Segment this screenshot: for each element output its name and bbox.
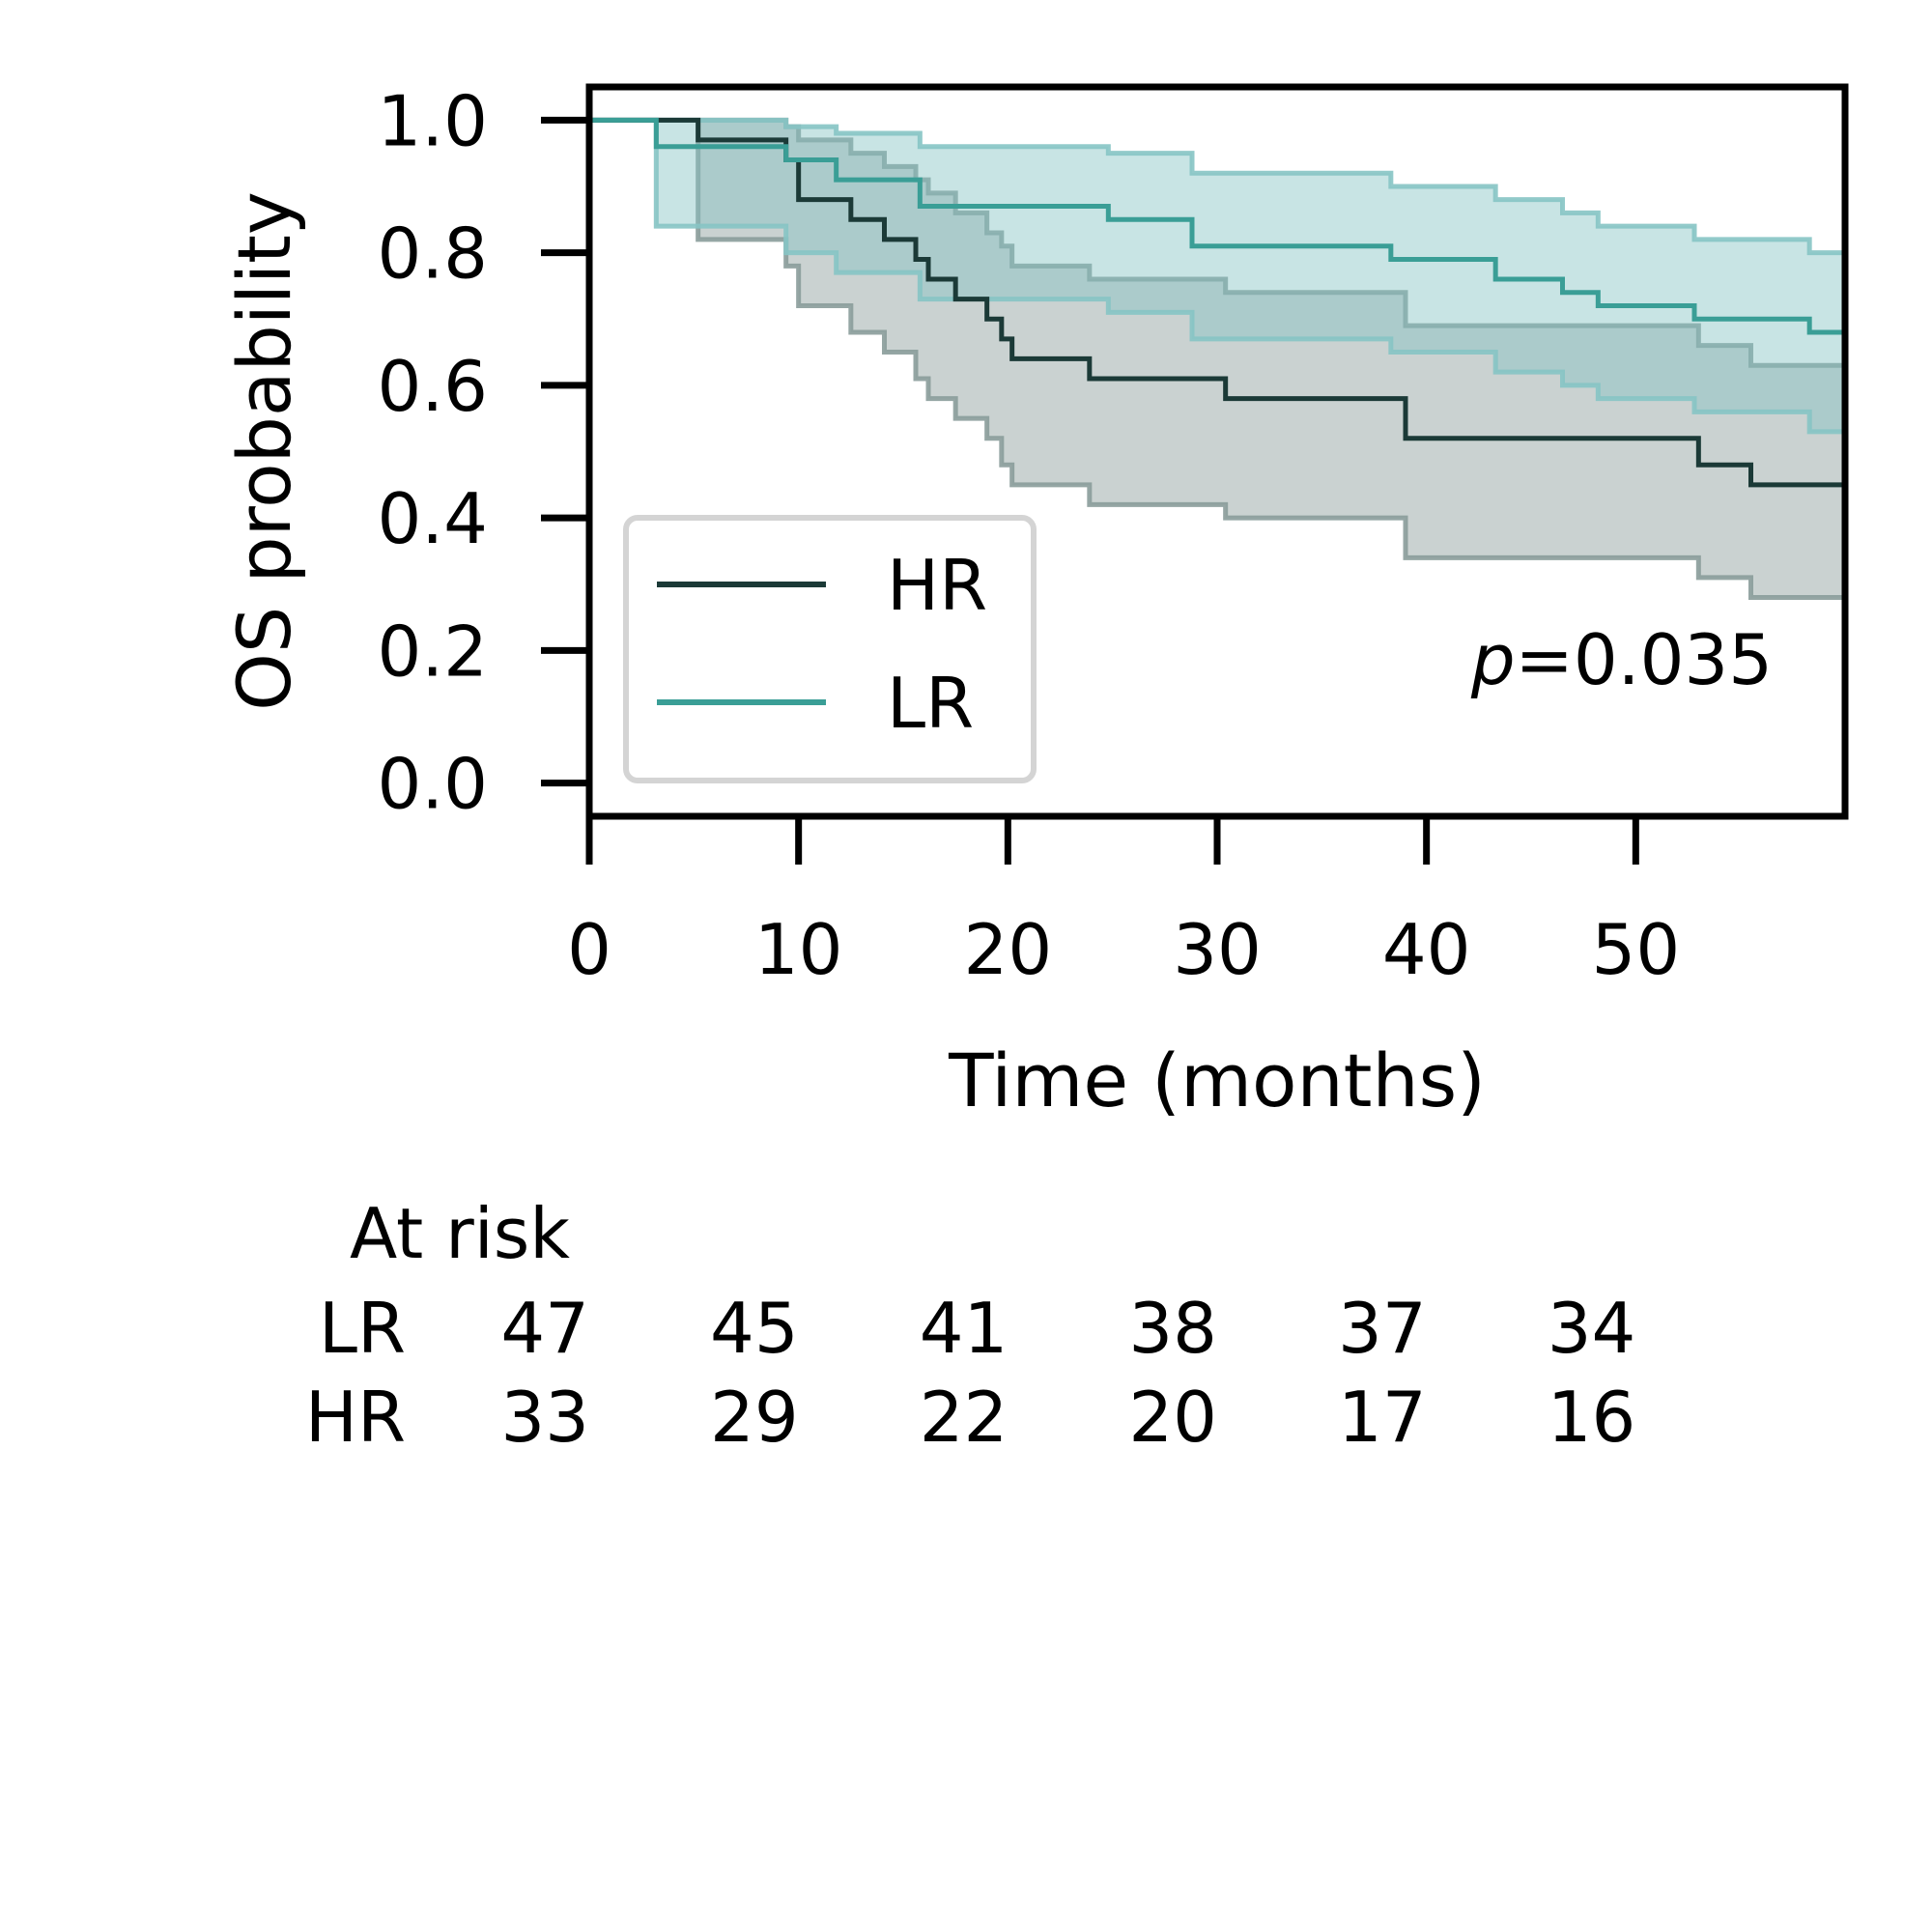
p-value-annotation: p=0.035 bbox=[1470, 619, 1773, 700]
at-risk-count: 37 bbox=[1338, 1288, 1427, 1369]
at-risk-table: At risk LR 47 45 41 38 37 34 HR 33 29 22 20 17 16 bbox=[305, 1193, 1636, 1458]
x-axis-title: Time (months) bbox=[948, 1037, 1486, 1123]
y-tick-label: 1.0 bbox=[377, 80, 488, 161]
x-tick-label: 20 bbox=[964, 909, 1053, 990]
at-risk-count: 33 bbox=[500, 1377, 589, 1458]
y-axis-title: OS probability bbox=[221, 191, 307, 711]
y-tick-label: 0.0 bbox=[377, 744, 488, 825]
survival-curves bbox=[589, 117, 1845, 488]
at-risk-count: 29 bbox=[710, 1377, 799, 1458]
at-risk-count: 41 bbox=[920, 1288, 1009, 1369]
x-tick-label: 50 bbox=[1592, 909, 1681, 990]
at-risk-count: 16 bbox=[1548, 1377, 1636, 1458]
at-risk-count: 34 bbox=[1548, 1288, 1636, 1369]
p-value-symbol: p bbox=[1470, 619, 1516, 700]
x-tick-label: 40 bbox=[1382, 909, 1471, 990]
survival-line-lr bbox=[589, 117, 1845, 335]
survival-line-hr bbox=[589, 117, 1845, 488]
at-risk-title: At risk bbox=[350, 1193, 570, 1274]
y-tick-label: 0.6 bbox=[377, 346, 488, 427]
at-risk-count: 45 bbox=[710, 1288, 799, 1369]
y-tick-label: 0.4 bbox=[377, 478, 488, 559]
x-tick-label: 0 bbox=[567, 909, 611, 990]
at-risk-count: 22 bbox=[920, 1377, 1009, 1458]
at-risk-count: 38 bbox=[1128, 1288, 1217, 1369]
y-axis: 0.0 0.2 0.4 0.6 0.8 1.0 bbox=[377, 80, 589, 825]
at-risk-count: 20 bbox=[1128, 1377, 1217, 1458]
at-risk-label-hr: HR bbox=[305, 1377, 406, 1458]
y-tick-label: 0.8 bbox=[377, 213, 488, 295]
x-axis: 0 10 20 30 40 50 bbox=[567, 816, 1680, 990]
legend-label-lr: LR bbox=[887, 663, 974, 744]
p-value-text: =0.035 bbox=[1516, 619, 1773, 700]
at-risk-count: 17 bbox=[1338, 1377, 1427, 1458]
at-risk-label-lr: LR bbox=[319, 1288, 406, 1369]
x-tick-label: 10 bbox=[754, 909, 843, 990]
at-risk-count: 47 bbox=[500, 1288, 589, 1369]
x-tick-label: 30 bbox=[1173, 909, 1262, 990]
y-tick-label: 0.2 bbox=[377, 611, 488, 692]
legend-label-hr: HR bbox=[887, 545, 987, 626]
legend: HR LR bbox=[623, 515, 1037, 783]
